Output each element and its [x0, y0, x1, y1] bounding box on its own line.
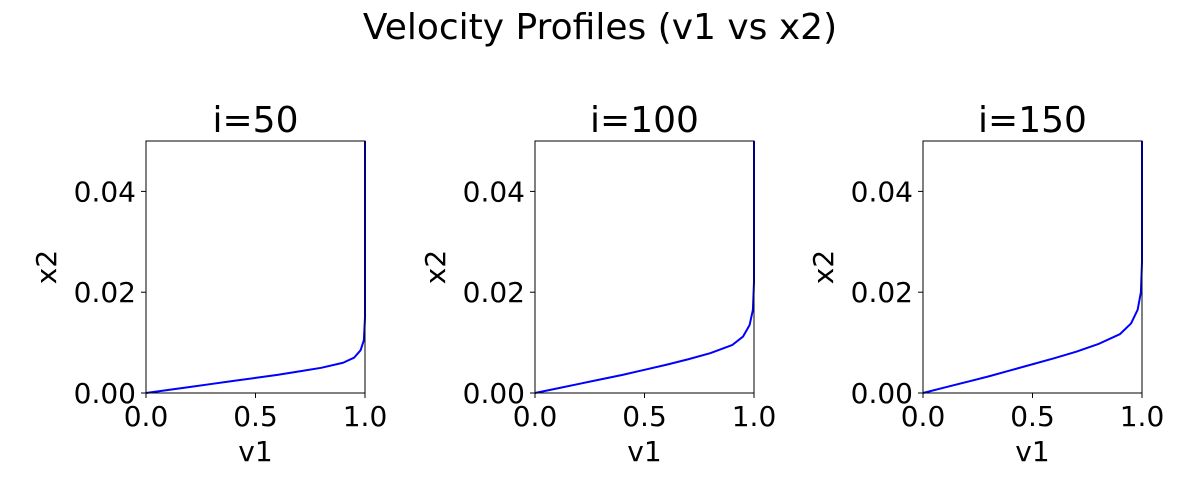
- axes-frame: [534, 140, 755, 394]
- y-tick-label: 0.04: [74, 175, 136, 208]
- series-line: [145, 141, 366, 394]
- x-tick-label: 0.0: [513, 400, 558, 433]
- subplot-title: i=150: [978, 100, 1087, 141]
- subplot-title: i=100: [590, 100, 699, 141]
- subplot-3: i=150 0.0 0.5 1.0 0.00 0.02 0.04 v1 x2: [807, 100, 1164, 468]
- y-tick-label: 0.00: [463, 377, 525, 410]
- y-tick-label: 0.00: [851, 377, 913, 410]
- axes-frame: [145, 140, 366, 394]
- y-tick-label: 0.00: [74, 377, 136, 410]
- series-line: [922, 141, 1143, 394]
- x-axis-label: v1: [627, 435, 661, 468]
- x-tick-label: 1.0: [732, 400, 777, 433]
- subplots: i=50 0.0 0.5 1.0 0.00 0.02 0.04 v1 x2 i=100 0.0 0.5…: [30, 100, 1164, 468]
- subplot-1: i=50 0.0 0.5 1.0 0.00 0.02 0.04 v1 x2: [30, 100, 387, 468]
- y-axis-label: x2: [419, 250, 452, 284]
- figure-title: Velocity Profiles (v1 vs x2): [363, 7, 837, 48]
- x-axis-label: v1: [238, 435, 272, 468]
- x-tick-label: 1.0: [343, 400, 388, 433]
- x-axis-label: v1: [1015, 435, 1049, 468]
- y-tick-label: 0.04: [463, 175, 525, 208]
- x-tick-label: 0.5: [233, 400, 278, 433]
- x-tick-label: 1.0: [1120, 400, 1165, 433]
- x-tick-label: 0.5: [1010, 400, 1055, 433]
- x-tick-label: 0.0: [124, 400, 169, 433]
- y-tick-label: 0.02: [463, 276, 525, 309]
- y-axis-label: x2: [30, 250, 63, 284]
- x-tick-label: 0.5: [622, 400, 667, 433]
- subplot-2: i=100 0.0 0.5 1.0 0.00 0.02 0.04 v1 x2: [419, 100, 776, 468]
- y-tick-label: 0.04: [851, 175, 913, 208]
- axes-frame: [922, 140, 1143, 394]
- series-line: [534, 141, 755, 394]
- x-tick-label: 0.0: [901, 400, 946, 433]
- y-tick-label: 0.02: [74, 276, 136, 309]
- y-axis-label: x2: [807, 250, 840, 284]
- subplot-title: i=50: [213, 100, 299, 141]
- y-tick-label: 0.02: [851, 276, 913, 309]
